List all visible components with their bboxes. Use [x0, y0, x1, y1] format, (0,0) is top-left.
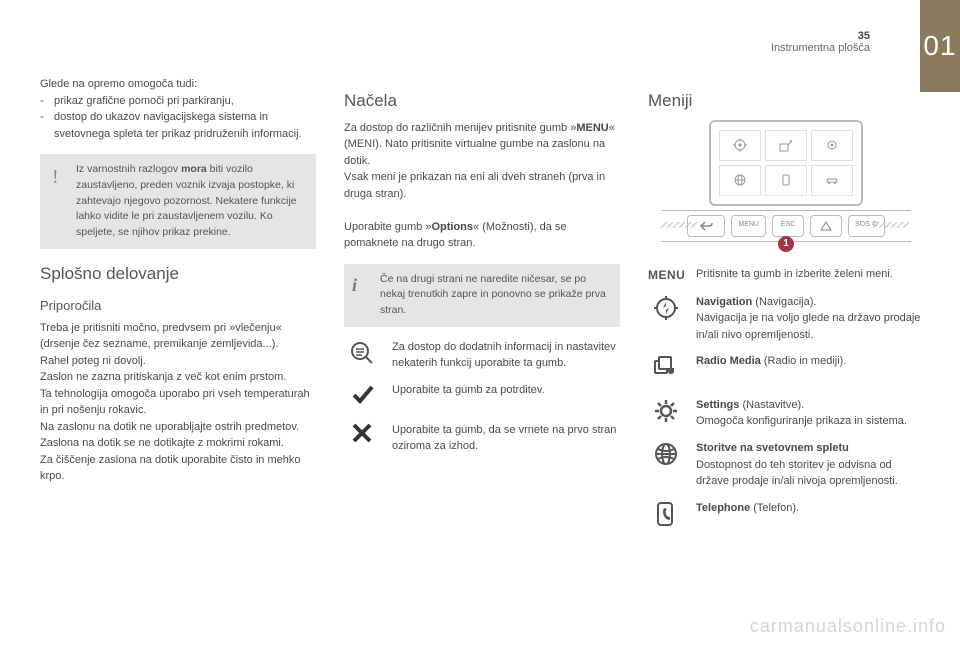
p3-pre: Uporabite gumb »: [344, 221, 431, 233]
watermark: carmanualsonline.info: [750, 616, 946, 637]
confirm-text: Uporabite ta gumb za potrditev.: [392, 382, 620, 399]
strip-back-button: [687, 215, 725, 237]
strip-esc-button: ESC: [772, 215, 804, 237]
settings-body: Omogoča konfiguriranje prikaza in sistem…: [696, 415, 907, 427]
warning-box: ! Iz varnostnih razlogov mora biti vozil…: [40, 154, 316, 249]
column-2: Načela Za dostop do različnih menijev pr…: [344, 76, 620, 543]
section-title: Instrumentna plošča: [771, 42, 870, 54]
info-box: i Če na drugi strani ne naredite ničesar…: [344, 264, 620, 327]
menu-button-label: MENU: [648, 266, 684, 284]
compass-icon: [648, 294, 684, 328]
bullet-dash: -: [40, 109, 54, 142]
page-number: 35: [771, 30, 870, 42]
gear-icon: [648, 397, 684, 431]
strip-menu-button: MENU: [731, 215, 766, 237]
bullet-dash: -: [40, 93, 54, 110]
screen-car-icon: [811, 165, 853, 196]
info-icon: i: [352, 272, 357, 299]
heading-general-operation: Splošno delovanje: [40, 261, 316, 287]
settings-title: Settings: [696, 399, 739, 411]
col2-p2: Vsak meni je prikazan na eni ali dveh st…: [344, 169, 620, 202]
screen-radio-icon: [765, 130, 807, 161]
menu-row-settings: Settings (Nastavitve). Omogoča konfiguri…: [648, 397, 924, 431]
strip-blank-button: [810, 215, 842, 237]
menu-row-navigation: Navigation (Navigacija). Navigacija je n…: [648, 294, 924, 344]
col2-p1: Za dostop do različnih menijev pritisnit…: [344, 120, 620, 170]
confirm-icon: [344, 382, 380, 412]
bullet-text: prikaz grafične pomoči pri parkiranju,: [54, 93, 316, 110]
screen-phone-icon: [765, 165, 807, 196]
close-icon: [344, 422, 380, 450]
bullet-text: dostop do ukazov navigacijskega sistema …: [54, 109, 316, 142]
icon-row-options: Za dostop do dodatnih informacij in nast…: [344, 339, 620, 373]
sos-label: SOS: [855, 220, 870, 231]
chapter-tag: 01: [920, 0, 960, 92]
icon-row-close: Uporabite ta gumb, da se vrnete na prvo …: [344, 422, 620, 455]
warning-bold: mora: [181, 163, 207, 175]
p3-bold: Options: [431, 221, 473, 233]
page: 01 35 Instrumentna plošča Glede na oprem…: [0, 0, 960, 649]
screen-web-icon: [719, 165, 761, 196]
telephone-text: Telephone (Telefon).: [696, 500, 924, 517]
nav-title: Navigation: [696, 296, 752, 308]
column-1: Glede na opremo omogoča tudi: - prikaz g…: [40, 76, 316, 543]
tel-title: Telephone: [696, 502, 750, 514]
radio-media-icon: [648, 353, 684, 387]
info-text: Če na drugi strani ne naredite ničesar, …: [380, 273, 606, 317]
warning-icon: !: [52, 162, 59, 192]
icon-row-confirm: Uporabite ta gumb za potrditev.: [344, 382, 620, 412]
screen-settings-icon: [811, 130, 853, 161]
warning-text-pre: Iz varnostnih razlogov: [76, 163, 181, 175]
content-columns: Glede na opremo omogoča tudi: - prikaz g…: [40, 76, 924, 543]
touchscreen: [709, 120, 863, 206]
options-icon: [344, 339, 380, 373]
web-text: Storitve na svetovnem spletu Dostopnost …: [696, 440, 924, 490]
dashboard-illustration: MENU ESC SOS ✆ 1: [661, 120, 911, 250]
heading-menus: Meniji: [648, 88, 924, 114]
telephone-icon: [648, 500, 684, 534]
settings-suffix: (Nastavitve).: [739, 399, 804, 411]
col1-body: Treba je pritisniti močno, predvsem pri …: [40, 320, 316, 485]
tel-suffix: (Telefon).: [750, 502, 799, 514]
nav-suffix: (Navigacija).: [752, 296, 816, 308]
col1-intro: Glede na opremo omogoča tudi:: [40, 76, 316, 93]
callout-marker-1: 1: [778, 236, 794, 252]
web-title: Storitve na svetovnem spletu: [696, 442, 849, 454]
navigation-text: Navigation (Navigacija). Navigacija je n…: [696, 294, 924, 344]
menu-row-radio: Radio Media (Radio in mediji).: [648, 353, 924, 387]
bullet-item: - prikaz grafične pomoči pri parkiranju,: [40, 93, 316, 110]
options-text: Za dostop do dodatnih informacij in nast…: [392, 339, 620, 372]
column-3: Meniji: [648, 76, 924, 543]
screen-nav-icon: [719, 130, 761, 161]
page-header: 35 Instrumentna plošča: [771, 30, 870, 54]
radio-suffix: (Radio in mediji).: [761, 355, 847, 367]
radio-text: Radio Media (Radio in mediji).: [696, 353, 924, 370]
menu-row-web: Storitve na svetovnem spletu Dostopnost …: [648, 440, 924, 490]
menu-text: Pritisnite ta gumb in izberite želeni me…: [696, 266, 924, 283]
settings-text: Settings (Nastavitve). Omogoča konfiguri…: [696, 397, 924, 430]
strip-sos-button: SOS ✆: [848, 215, 885, 237]
heading-recommendations: Priporočila: [40, 296, 316, 316]
radio-title: Radio Media: [696, 355, 761, 367]
close-text: Uporabite ta gumb, da se vrnete na prvo …: [392, 422, 620, 455]
p1-pre: Za dostop do različnih menijev pritisnit…: [344, 122, 576, 134]
col2-p3: Uporabite gumb »Options« (Možnosti), da …: [344, 219, 620, 252]
menu-row-telephone: Telephone (Telefon).: [648, 500, 924, 534]
bullet-item: - dostop do ukazov navigacijskega sistem…: [40, 109, 316, 142]
web-body: Dostopnost do teh storitev je odvisna od…: [696, 459, 898, 488]
heading-principles: Načela: [344, 88, 620, 114]
globe-icon: [648, 440, 684, 474]
p1-bold: MENU: [576, 122, 608, 134]
nav-body: Navigacija je na voljo glede na državo p…: [696, 312, 920, 341]
menu-row-menu: MENU Pritisnite ta gumb in izberite žele…: [648, 266, 924, 284]
